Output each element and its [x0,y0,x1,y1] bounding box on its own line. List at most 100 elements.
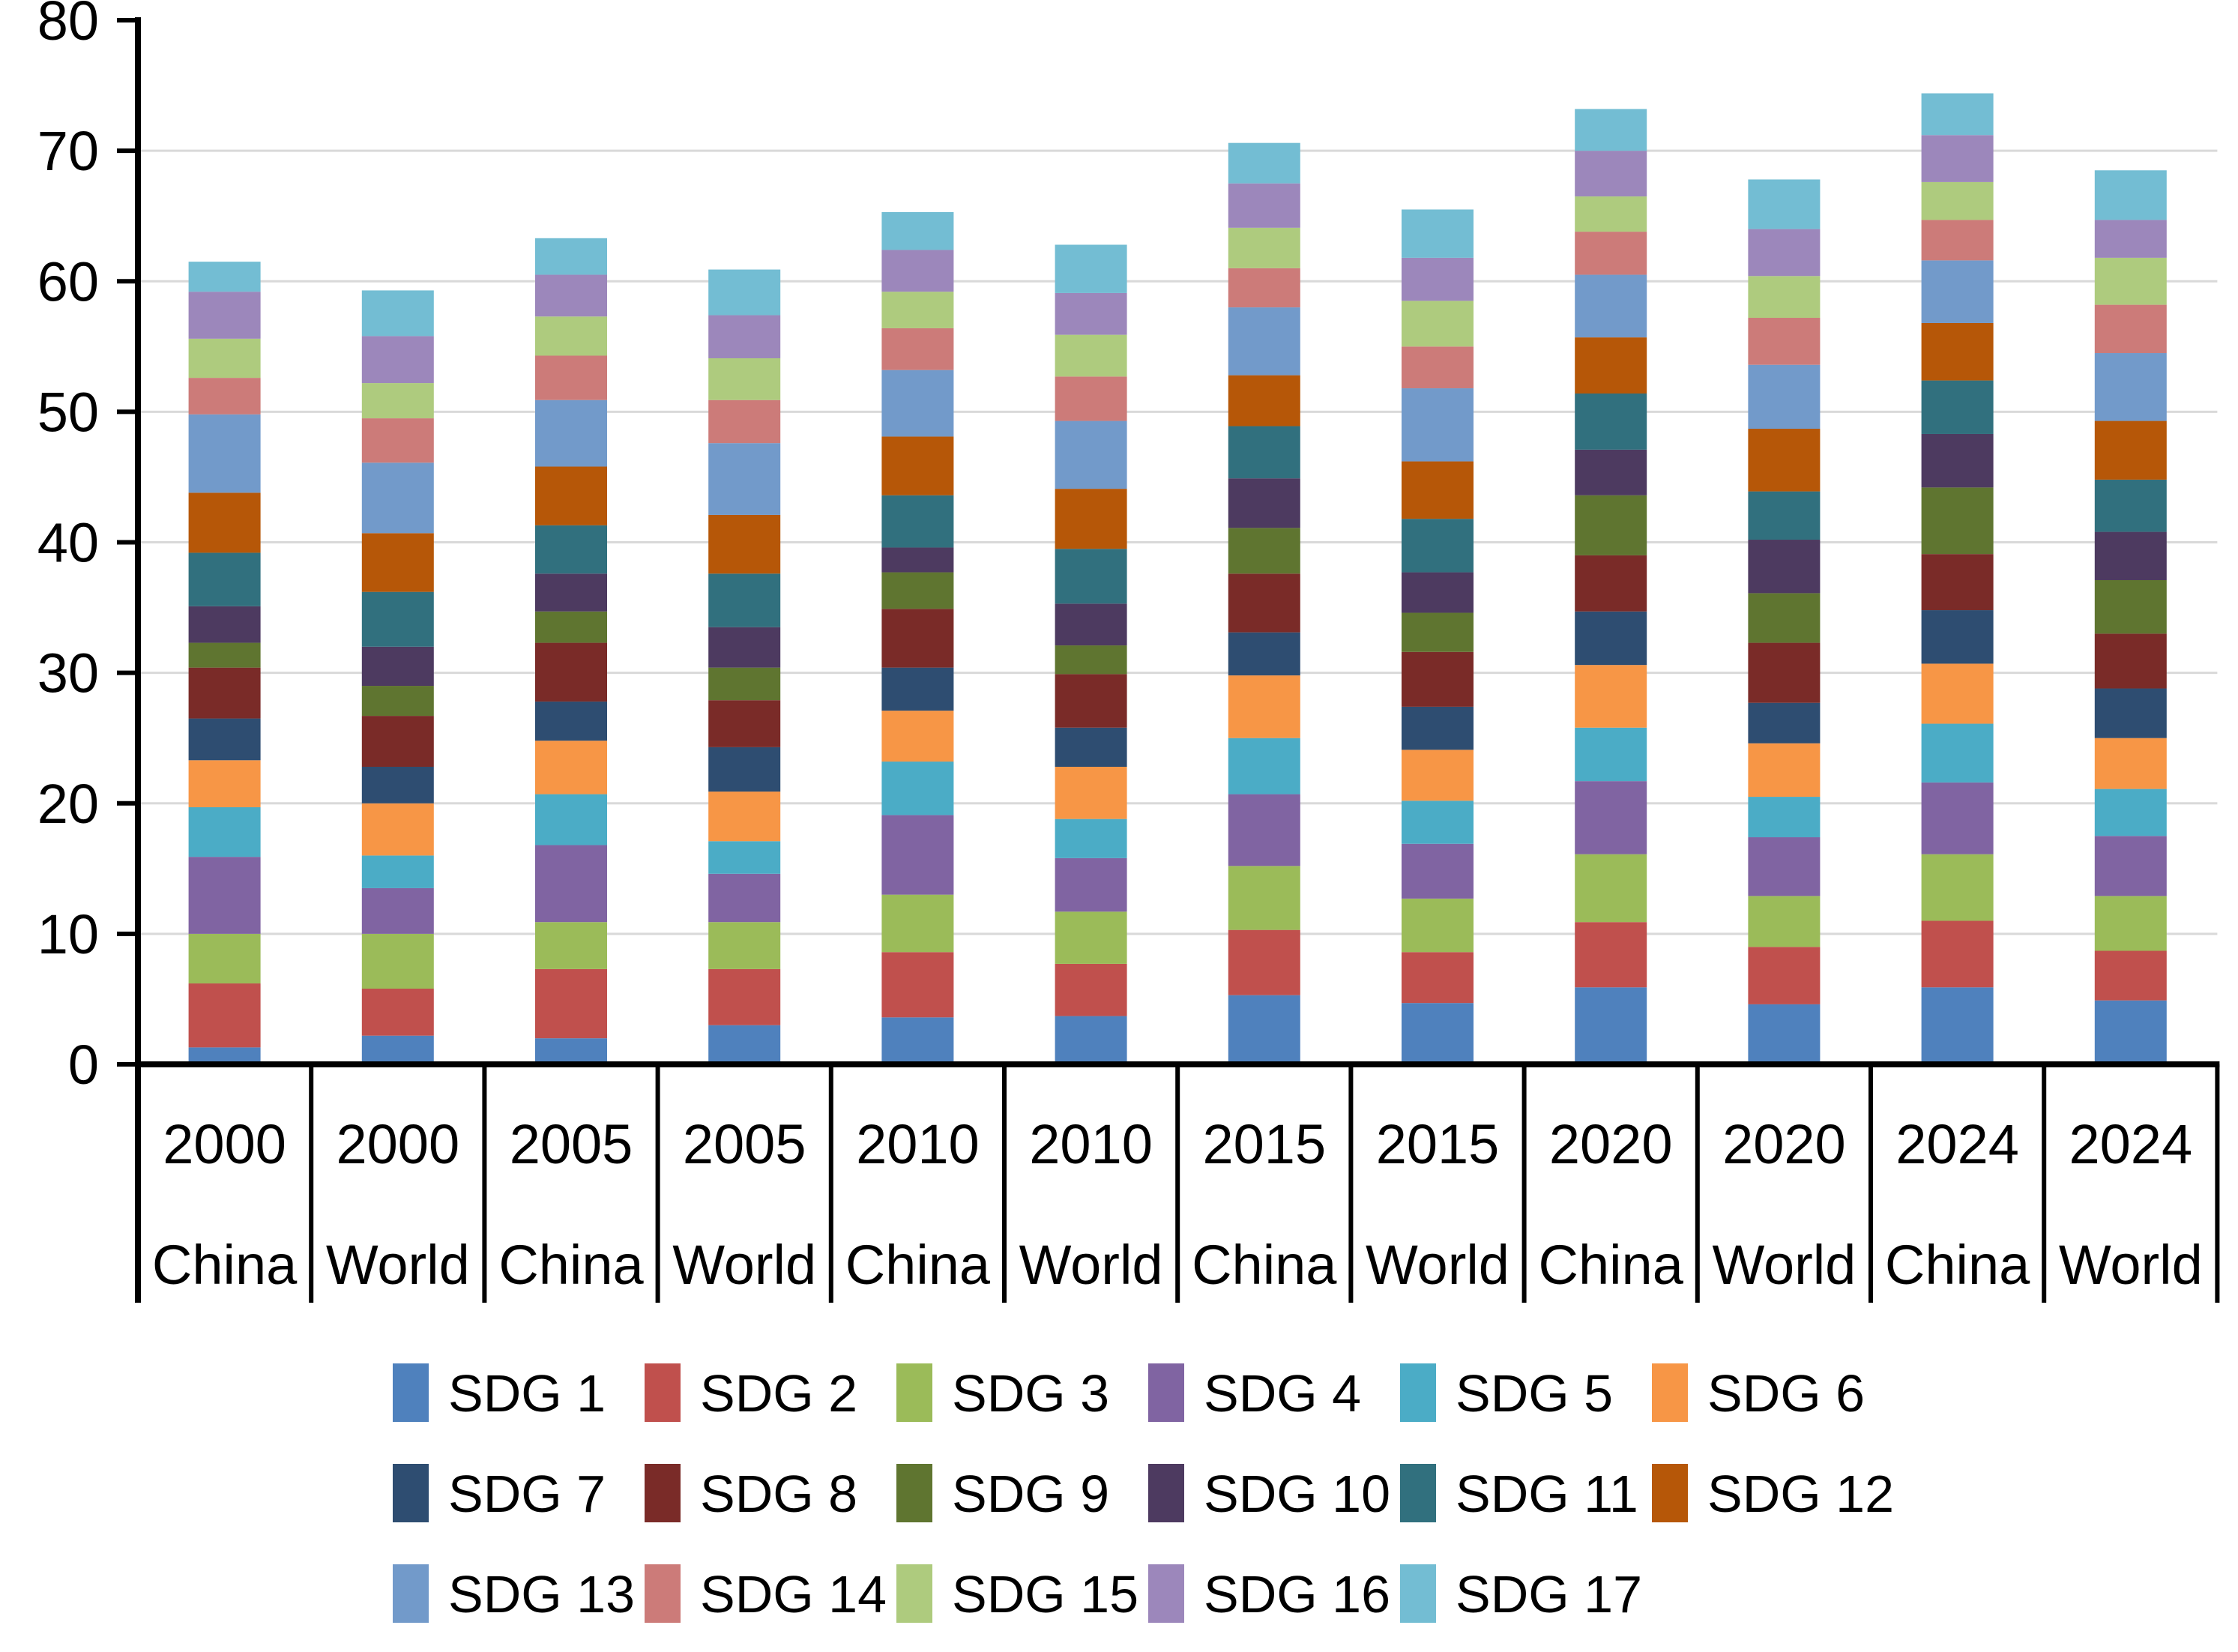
x-label-year-3: 2005 [683,1113,806,1175]
bar-segment-2000-china-sdg-2 [188,983,261,1048]
bar-segment-2015-china-sdg-17 [1228,142,1300,184]
legend-swatch-sdg-15 [896,1564,932,1623]
bar-segment-2024-world-sdg-9 [2094,579,2167,634]
bar-segment-2024-china-sdg-8 [1921,554,1994,611]
bar-segment-2020-world-sdg-11 [1748,491,1821,540]
bar-segment-2010-world-sdg-10 [1055,603,1127,646]
bar-segment-2015-china-sdg-7 [1228,632,1300,676]
bar-segment-2000-china-sdg-6 [188,760,261,807]
y-axis-tick-labels: 0 10 20 30 40 50 60 70 80 [37,0,99,1096]
bar-segment-2010-china-sdg-4 [881,815,954,895]
bar-segment-2010-china-sdg-8 [881,609,954,668]
legend-swatch-sdg-10 [1148,1464,1184,1522]
bar-segment-2020-world-sdg-15 [1748,276,1821,319]
bar-segment-2005-china-sdg-12 [535,466,607,525]
x-label-region-10: China [1885,1234,2030,1296]
bar-segment-2024-china-sdg-2 [1921,920,1994,988]
x-label-region-3: World [672,1234,816,1296]
bar-segment-2005-china-sdg-4 [535,845,607,923]
legend-label-sdg-4: SDG 4 [1204,1364,1361,1423]
bar-segment-2005-world-sdg-2 [708,968,781,1025]
legend-swatch-sdg-9 [896,1464,932,1522]
bar-segment-2020-china-sdg-11 [1575,393,1647,450]
bar-segment-2000-china-sdg-15 [188,338,261,379]
bar-segment-2020-world-sdg-4 [1748,837,1821,896]
bar-segment-2005-world-sdg-6 [708,792,781,842]
bar-segment-2010-world-sdg-13 [1055,420,1127,489]
bar-segment-2000-china-sdg-12 [188,492,261,553]
bar-segment-2015-world-sdg-7 [1402,706,1474,750]
bar-segment-2010-world-sdg-16 [1055,292,1127,335]
bar-segment-2005-china-sdg-17 [535,238,607,275]
bar-segment-2010-world-sdg-9 [1055,645,1127,675]
bar-segment-2024-china-sdg-1 [1921,987,1994,1064]
bar-segment-2015-world-sdg-16 [1402,257,1474,301]
bar-segment-2024-china-sdg-11 [1921,380,1994,434]
gridlines [138,149,2218,935]
bar-segment-2010-world-sdg-15 [1055,334,1127,377]
bar-segment-2024-world-sdg-7 [2094,688,2167,738]
legend-label-sdg-10: SDG 10 [1204,1465,1390,1523]
x-label-year-1: 2000 [336,1113,459,1175]
y-tick-label-30: 30 [37,642,99,705]
bar-segment-2020-china-sdg-12 [1575,337,1647,394]
bar-segment-2024-world-sdg-2 [2094,950,2167,1001]
legend-swatch-sdg-2 [645,1363,681,1422]
bar-segment-2015-china-sdg-5 [1228,738,1300,795]
legend-label-sdg-1: SDG 1 [448,1364,606,1423]
bar-segment-2010-china-sdg-1 [881,1017,954,1064]
bar-segment-2020-china-sdg-5 [1575,727,1647,782]
x-axis-category-table: 2000 China 2000 World 2005 China 2005 World 2010… [136,1064,2220,1303]
bar-segment-2015-china-sdg-10 [1228,478,1300,528]
bar-segment-2024-world-sdg-3 [2094,896,2167,951]
legend-swatch-sdg-8 [645,1464,681,1522]
bar-segment-2015-china-sdg-6 [1228,675,1300,738]
bar-segment-2000-world-sdg-1 [361,1035,434,1064]
y-tick-label-0: 0 [68,1034,99,1096]
bar-segment-2015-world-sdg-3 [1402,898,1474,953]
bar-segment-2020-world-sdg-10 [1748,540,1821,594]
bar-segment-2015-world-sdg-10 [1402,572,1474,613]
x-label-region-4: China [845,1234,991,1296]
legend-label-sdg-12: SDG 12 [1707,1465,1894,1523]
bar-segment-2000-china-sdg-16 [188,292,261,339]
legend-label-sdg-5: SDG 5 [1456,1364,1613,1423]
bar-segment-2005-world-sdg-5 [708,841,781,874]
bar-segment-2010-world-sdg-2 [1055,963,1127,1016]
bar-segment-2000-china-sdg-1 [188,1047,261,1064]
bar-segment-2015-world-sdg-6 [1402,750,1474,801]
bar-segment-2005-world-sdg-10 [708,627,781,668]
bar-segment-2015-china-sdg-16 [1228,183,1300,228]
bar-segment-2000-world-sdg-15 [361,383,434,419]
bar-segment-2010-china-sdg-14 [881,328,954,370]
bar-segment-2020-china-sdg-7 [1575,611,1647,666]
bar-segment-2015-world-sdg-4 [1402,843,1474,899]
x-label-year-0: 2000 [163,1113,286,1175]
bar-segment-2015-china-sdg-4 [1228,794,1300,866]
x-label-year-2: 2005 [510,1113,633,1175]
bar-segment-2020-china-sdg-16 [1575,151,1647,197]
bar-segment-2024-world-sdg-15 [2094,257,2167,305]
bar-segment-2010-china-sdg-9 [881,572,954,609]
bar-segment-2005-world-sdg-16 [708,315,781,358]
bar-segment-2005-world-sdg-3 [708,922,781,969]
bar-segment-2024-china-sdg-13 [1921,260,1994,323]
bar-segment-2024-world-sdg-16 [2094,220,2167,258]
bar-segment-2010-china-sdg-12 [881,436,954,495]
bar-segment-2020-china-sdg-1 [1575,987,1647,1064]
bar-segment-2024-world-sdg-8 [2094,633,2167,689]
bar-segment-2020-china-sdg-3 [1575,854,1647,923]
bar-segment-2000-china-sdg-13 [188,414,261,493]
bar-segment-2015-world-sdg-8 [1402,651,1474,707]
bar-segment-2010-world-sdg-17 [1055,244,1127,293]
bar-segment-2005-world-sdg-15 [708,358,781,400]
bar-segment-2020-china-sdg-10 [1575,449,1647,495]
bar-segment-2000-world-sdg-3 [361,933,434,989]
bar-segment-2005-china-sdg-16 [535,274,607,317]
bar-segment-2024-world-sdg-5 [2094,789,2167,836]
bar-segment-2015-world-sdg-5 [1402,801,1474,844]
bar-segment-2020-china-sdg-17 [1575,109,1647,151]
bar-segment-2020-world-sdg-14 [1748,318,1821,365]
legend-label-sdg-3: SDG 3 [952,1364,1109,1423]
x-label-region-0: China [152,1234,298,1296]
